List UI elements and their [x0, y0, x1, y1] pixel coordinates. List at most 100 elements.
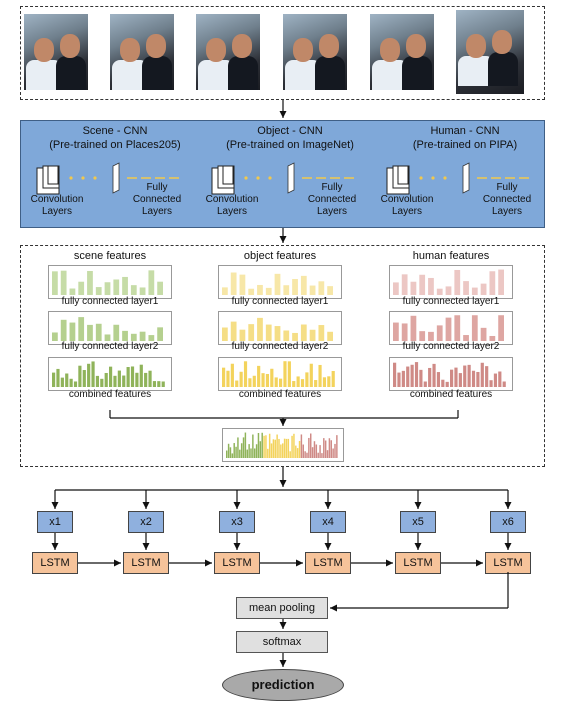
fc-label-line: Layers [491, 206, 522, 217]
feature-bar [428, 331, 434, 341]
feature-bar [263, 435, 265, 458]
feature-bar [450, 369, 454, 387]
feature-bar [87, 363, 91, 387]
fc-layers-label: Fully Connected Layers [472, 182, 542, 218]
feature-bar [305, 372, 309, 387]
feature-bar [233, 443, 235, 458]
conv-label-line: Layers [391, 206, 422, 217]
feature-bar [283, 361, 287, 387]
conv-label-line: Convolution [380, 194, 434, 205]
feature-bar [82, 370, 86, 387]
feature-bar [311, 447, 314, 458]
feature-bar [157, 327, 163, 341]
feature-bar [104, 334, 111, 341]
feature-bar [87, 270, 93, 295]
feature-bar [222, 287, 228, 295]
mean-pooling-label: mean pooling [248, 602, 316, 614]
feature-bar [331, 370, 335, 387]
feature-bar [318, 364, 322, 387]
feature-bar [292, 279, 298, 295]
feature-bar [293, 433, 295, 458]
feature-bar [485, 366, 489, 387]
cnn-panel [20, 120, 545, 228]
feature-bar [78, 281, 85, 295]
feature-bar [122, 276, 128, 295]
image-sequence-box [20, 6, 545, 100]
feature-bar [291, 435, 293, 458]
feature-bar [292, 381, 296, 387]
feature-bar [78, 365, 82, 387]
feature-bar [441, 379, 445, 387]
feature-bar [296, 448, 299, 458]
feature-bar [257, 284, 263, 295]
feature-bar [139, 331, 146, 341]
frame-image [196, 14, 260, 90]
feature-bar [480, 283, 487, 295]
feature-caption: combined features [238, 389, 322, 400]
feature-bar [308, 437, 310, 458]
feature-bar [480, 362, 484, 387]
feature-bar [261, 432, 263, 458]
feature-bar [314, 380, 318, 387]
fc-layers-label: Fully Connected Layers [122, 182, 192, 218]
feature-bar [248, 378, 252, 387]
feature-bar [122, 330, 128, 341]
input-node-x4: x4 [310, 511, 346, 533]
feature-bar [227, 443, 230, 458]
fc-label-line: Fully [146, 182, 168, 193]
feature-bar [445, 381, 449, 387]
feature-bar [436, 325, 443, 341]
feature-bar [244, 432, 247, 458]
feature-bar [397, 372, 401, 387]
feature-bar [226, 370, 230, 387]
feature-bar [419, 274, 426, 295]
feature-bar [326, 450, 329, 458]
feature-bar [410, 281, 417, 295]
feature-bar [87, 324, 93, 341]
lstm-label: LSTM [493, 557, 523, 569]
feature-bar [148, 335, 155, 341]
feature-bar [283, 438, 286, 458]
feature-bar [242, 437, 245, 458]
feature-bar [122, 375, 126, 387]
feature-bar [265, 435, 267, 458]
feature-bar [270, 368, 274, 387]
feature-bar [321, 453, 323, 458]
feature-caption: combined features [68, 389, 152, 400]
lstm-cell: LSTM [214, 552, 260, 574]
feature-bar [401, 323, 408, 341]
feature-bar [463, 365, 467, 387]
feature-bar [78, 317, 85, 341]
feature-bar [274, 273, 281, 295]
feature-bar [95, 323, 102, 341]
feature-bar [318, 281, 325, 295]
feature-bar [480, 327, 487, 341]
feature-bar [432, 363, 436, 387]
feature-bar [135, 372, 139, 387]
feature-bar [279, 378, 283, 387]
feature-bar [445, 286, 452, 295]
feature-bar [95, 375, 100, 387]
feature-bar [239, 329, 246, 341]
feature-bar [467, 364, 471, 387]
feature-chart [48, 357, 172, 391]
feature-bar [285, 438, 288, 458]
lstm-label: LSTM [131, 557, 161, 569]
feature-bar [454, 315, 461, 341]
feature-caption: fully connected layer2 [402, 341, 500, 352]
feature-bar [148, 270, 155, 295]
feature-group-title: human features [412, 250, 490, 262]
feature-bar [436, 288, 443, 295]
feature-bar [296, 376, 300, 387]
feature-bar [226, 450, 228, 458]
feature-bar [327, 286, 333, 295]
feature-bar [73, 381, 78, 387]
feature-bar [157, 281, 163, 295]
feature-bar [130, 333, 137, 341]
feature-caption: fully connected layer1 [402, 296, 500, 307]
feature-bar [414, 362, 419, 387]
lstm-label: LSTM [222, 557, 252, 569]
feature-bar [300, 379, 305, 387]
feature-bar [109, 366, 113, 387]
feature-bar [315, 444, 318, 458]
